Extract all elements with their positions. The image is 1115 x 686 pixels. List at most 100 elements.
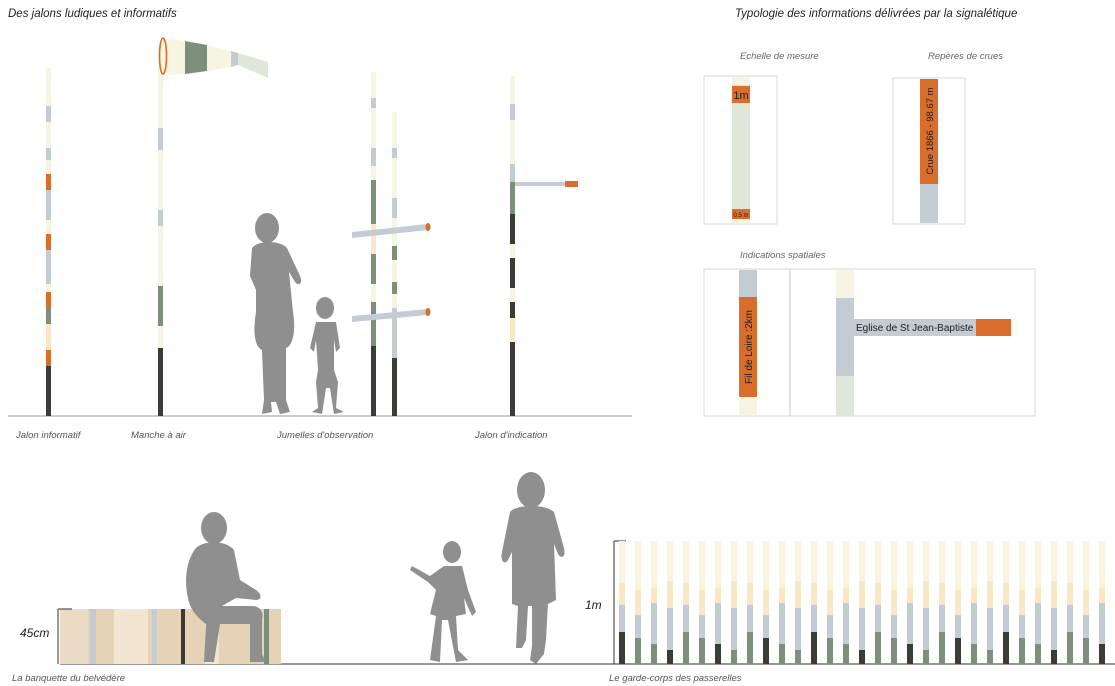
railing-bar-segment <box>651 603 657 630</box>
railing-bar-segment <box>667 541 673 566</box>
railing-bar-segment <box>939 541 945 556</box>
railing-bar-segment <box>1083 568 1089 590</box>
railing-bar-segment <box>619 632 625 664</box>
railing-bar-segment <box>731 566 737 581</box>
railing-bar-segment <box>1099 541 1105 563</box>
railing-bar-segment <box>795 650 801 664</box>
pole-jalon-informatif <box>46 68 51 416</box>
railing-bar-segment <box>923 630 929 650</box>
railing <box>619 541 1105 664</box>
railing-bar-segment <box>1003 605 1009 630</box>
panel-echelle <box>703 75 778 225</box>
railing-bar-segment <box>795 566 801 581</box>
railing-bar-segment <box>619 556 625 583</box>
railing-bar-segment <box>1051 630 1057 650</box>
railing-bar-segment <box>1003 630 1009 632</box>
railing-bar-segment <box>763 630 769 638</box>
railing-bar-segment <box>763 590 769 615</box>
railing-bar-segment <box>779 603 785 630</box>
railing-bar-segment <box>667 650 673 664</box>
railing-bar-segment <box>731 630 737 650</box>
pole-jalon-indication <box>510 76 515 416</box>
railing-bar-segment <box>875 541 881 556</box>
flood-mark-label: Crue 1866 - 98.67 m <box>925 87 936 174</box>
railing-bar-segment <box>651 563 657 588</box>
railing-bar-segment <box>923 541 929 566</box>
binocular-arm-lower <box>352 308 431 322</box>
railing-bar-segment <box>1051 581 1057 608</box>
railing-bar-segment <box>1099 563 1105 588</box>
railing-bar-segment <box>715 603 721 630</box>
railing-bar-segment <box>1083 615 1089 630</box>
railing-bar-segment <box>1019 638 1025 664</box>
fil-de-loire-label: Fil de Loire :2km <box>744 310 755 384</box>
railing-bar-segment <box>683 583 689 605</box>
railing-bar-segment <box>1035 541 1041 563</box>
railing-bar-segment <box>667 608 673 630</box>
adult-silhouette-walking <box>501 472 565 664</box>
railing-bar-segment <box>827 541 833 568</box>
railing-bar-segment <box>987 650 993 664</box>
railing-bar-segment <box>1067 583 1073 605</box>
left-section-title: Des jalons ludiques et informatifs <box>8 8 177 20</box>
railing-bar-segment <box>827 590 833 615</box>
railing-bar-segment <box>827 638 833 664</box>
railing-bar-segment <box>971 541 977 563</box>
subtitle-indications: Indications spatiales <box>740 250 826 261</box>
railing-bar-segment <box>875 632 881 664</box>
railing-bar-segment <box>763 615 769 630</box>
railing-bar-segment <box>1035 563 1041 588</box>
railing-bar-segment <box>907 588 913 603</box>
railing-bar-segment <box>843 541 849 563</box>
railing-bar-segment <box>635 590 641 615</box>
railing-bar-segment <box>891 615 897 630</box>
railing-bar-segment <box>1035 588 1041 603</box>
railing-bar-segment <box>875 556 881 583</box>
railing-bar-segment <box>1067 630 1073 632</box>
railing-bar-segment <box>843 644 849 664</box>
railing-bar-segment <box>1067 605 1073 630</box>
railing-bar-segment <box>715 541 721 563</box>
railing-bar-segment <box>747 632 753 664</box>
railing-bar-segment <box>1099 588 1105 603</box>
panel-reperes <box>892 77 966 225</box>
railing-bar-segment <box>907 630 913 644</box>
railing-bar-segment <box>955 568 961 590</box>
railing-bar-segment <box>1099 603 1105 630</box>
railing-bar-segment <box>859 541 865 566</box>
railing-bar-segment <box>635 568 641 590</box>
railing-bar-segment <box>971 630 977 644</box>
eglise-label: Eglise de St Jean-Baptiste <box>856 323 974 334</box>
pole-jumelles-right <box>392 112 397 416</box>
railing-bar-segment <box>683 541 689 556</box>
railing-bar-segment <box>795 581 801 608</box>
railing-bar-segment <box>891 568 897 590</box>
railing-bar-segment <box>939 556 945 583</box>
railing-bar-segment <box>683 556 689 583</box>
railing-bar-segment <box>811 583 817 605</box>
railing-bar-segment <box>747 556 753 583</box>
railing-bar-segment <box>779 588 785 603</box>
railing-bar-segment <box>875 583 881 605</box>
railing-bar-segment <box>667 630 673 650</box>
railing-bar-segment <box>763 638 769 664</box>
railing-bar-segment <box>875 605 881 630</box>
railing-bar-segment <box>1019 568 1025 590</box>
railing-bar-segment <box>651 644 657 664</box>
railing-bar-segment <box>843 588 849 603</box>
railing-bar-segment <box>683 632 689 664</box>
railing-bar-segment <box>635 630 641 638</box>
railing-bar-segment <box>891 638 897 664</box>
railing-bar-segment <box>619 605 625 630</box>
railing-bar-segment <box>747 630 753 632</box>
railing-bar-segment <box>987 566 993 581</box>
railing-bar-segment <box>1051 566 1057 581</box>
bench-height-label: 45cm <box>20 626 50 640</box>
railing-bar-segment <box>955 630 961 638</box>
caption-manche-a-air: Manche à air <box>131 430 186 441</box>
railing-bar-segment <box>1003 583 1009 605</box>
caption-jalon-informatif: Jalon informatif <box>16 430 81 441</box>
railing-bar-segment <box>1051 608 1057 630</box>
railing-bar-segment <box>747 541 753 556</box>
subtitle-echelle: Echelle de mesure <box>740 51 819 62</box>
